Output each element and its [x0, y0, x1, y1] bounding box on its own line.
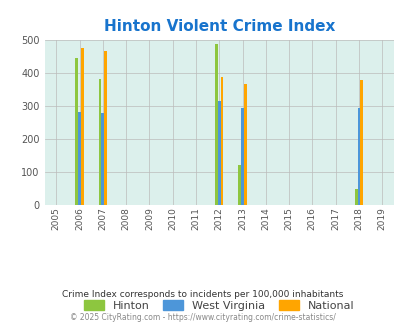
- Bar: [101, 113, 104, 205]
- Bar: [238, 165, 241, 205]
- Bar: [81, 48, 83, 205]
- Bar: [104, 51, 107, 205]
- Bar: [75, 58, 78, 205]
- Bar: [98, 79, 101, 205]
- Legend: Hinton, West Virginia, National: Hinton, West Virginia, National: [80, 296, 358, 315]
- Bar: [241, 108, 243, 205]
- Bar: [243, 84, 246, 205]
- Text: © 2025 CityRating.com - https://www.cityrating.com/crime-statistics/: © 2025 CityRating.com - https://www.city…: [70, 313, 335, 322]
- Bar: [215, 44, 217, 205]
- Title: Hinton Violent Crime Index: Hinton Violent Crime Index: [103, 19, 334, 34]
- Bar: [220, 77, 223, 205]
- Bar: [217, 101, 220, 205]
- Bar: [354, 189, 357, 205]
- Bar: [78, 112, 81, 205]
- Bar: [359, 80, 362, 205]
- Text: Crime Index corresponds to incidents per 100,000 inhabitants: Crime Index corresponds to incidents per…: [62, 290, 343, 299]
- Bar: [357, 108, 359, 205]
